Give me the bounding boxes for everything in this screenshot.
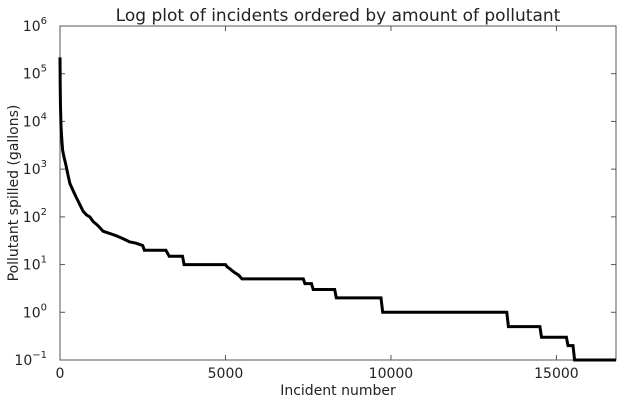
y-tick-label: 10−1 [14,350,47,369]
y-tick-label: 103 [23,159,47,178]
x-tick-label: 0 [56,366,65,382]
series-group [58,57,616,362]
y-tick-label: 106 [23,16,47,35]
y-tick-label: 101 [23,255,47,274]
series-line [58,57,616,362]
y-tick-label: 100 [23,302,47,321]
x-tick-label: 10000 [369,366,414,382]
chart-title: Log plot of incidents ordered by amount … [116,6,561,26]
y-tick-label: 102 [23,207,47,226]
x-tick-label: 15000 [534,366,579,382]
x-tick-label: 5000 [208,366,244,382]
plot-area-frame [59,25,617,361]
y-tick-label: 105 [23,64,47,83]
y-axis-label: Pollutant spilled (gallons) [6,105,22,282]
axis-ticks: 0 5000 10000 15000 10−1 100 101 102 103 104 105 106 [14,16,616,382]
x-axis-label: Incident number [280,383,396,399]
y-tick-label: 104 [23,111,47,130]
